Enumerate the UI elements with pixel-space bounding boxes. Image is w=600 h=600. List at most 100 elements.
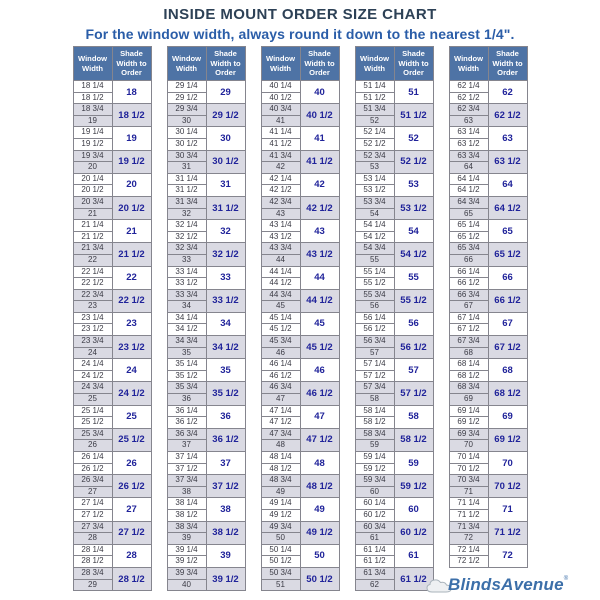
shade-width-cell: 37 1/2 [205,474,246,499]
window-width-cell: 45 1/4 [260,311,301,325]
window-width-cell: 22 1/4 [72,265,113,279]
shade-width-cell: 44 [299,265,340,290]
shade-width-cell: 63 1/2 [487,149,528,174]
window-width-cell: 30 [166,114,207,128]
window-width-cell: 63 1/4 [448,126,489,139]
window-width-cell: 51 1/4 [354,80,395,93]
window-width-cell: 59 1/4 [354,451,395,464]
window-width-cell: 46 1/2 [260,369,301,383]
window-width-cell: 72 [448,532,489,545]
window-width-cell: 66 1/2 [448,277,489,290]
window-width-cell: 43 1/2 [260,230,301,244]
window-width-cell: 33 1/4 [166,265,207,279]
window-width-header: Window Width [448,46,489,81]
window-width-cell: 40 1/2 [260,91,301,105]
shade-width-cell: 49 [299,497,340,522]
window-width-cell: 49 [260,485,301,499]
shade-width-cell: 19 1/2 [111,149,152,174]
window-width-cell: 38 3/4 [166,520,207,534]
shade-width-cell: 61 1/2 [393,566,434,592]
shade-width-cell: 64 1/2 [487,195,528,221]
shade-width-cell: 46 [299,358,340,383]
shade-width-cell: 70 [487,450,528,476]
window-width-cell: 40 1/4 [260,80,301,93]
shade-width-cell: 23 1/2 [111,335,152,360]
shade-width-cell: 48 1/2 [299,474,340,499]
window-width-cell: 71 1/4 [448,497,489,510]
window-width-cell: 36 1/4 [166,404,207,418]
window-width-cell: 48 [260,439,301,452]
shade-width-cell: 47 1/2 [299,427,340,453]
window-width-cell: 64 1/2 [448,184,489,197]
window-width-cell: 63 [448,114,489,128]
cloud-icon [426,578,452,599]
window-width-cell: 19 3/4 [72,149,113,163]
shade-width-cell: 43 1/2 [299,242,340,267]
shade-width-cell: 69 1/2 [487,427,528,453]
window-width-cell: 39 1/2 [166,555,207,568]
window-width-cell: 52 1/2 [354,137,395,151]
shade-width-cell: 28 [111,543,152,568]
window-width-cell: 44 3/4 [260,288,301,302]
shade-width-cell: 26 [111,450,152,476]
window-width-cell: 51 1/2 [354,91,395,105]
shade-width-header: Shade Width to Order [393,46,434,81]
shade-width-cell: 46 1/2 [299,381,340,406]
shade-width-cell: 55 1/2 [393,288,434,313]
window-width-cell: 42 3/4 [260,195,301,209]
window-width-header: Window Width [354,46,395,81]
window-width-cell: 53 3/4 [354,195,395,209]
shade-width-cell: 21 [111,219,152,244]
window-width-cell: 37 [166,439,207,452]
shade-width-cell: 49 1/2 [299,520,340,545]
window-width-cell: 65 1/4 [448,219,489,232]
window-width-cell: 53 1/4 [354,172,395,186]
window-width-cell: 69 [448,393,489,406]
column-group-1: Window Width Shade Width to Order 18 1/4 18… [72,46,152,592]
window-width-cell: 66 [448,253,489,267]
window-width-cell: 35 3/4 [166,381,207,395]
shade-width-cell: 65 [487,219,528,244]
window-width-cell: 70 [448,439,489,452]
window-width-cell: 59 [354,439,395,452]
window-width-cell: 66 1/4 [448,265,489,279]
window-width-cell: 33 3/4 [166,288,207,302]
shade-width-cell: 44 1/2 [299,288,340,313]
window-width-cell: 25 [72,393,113,406]
window-width-cell: 27 [72,485,113,499]
window-width-cell: 60 1/2 [354,508,395,522]
window-width-cell: 70 1/2 [448,462,489,476]
size-chart-page: INSIDE MOUNT ORDER SIZE CHART For the wi… [0,6,600,600]
window-width-cell: 20 [72,161,113,174]
window-width-cell: 19 1/2 [72,137,113,151]
window-width-cell: 31 [166,161,207,174]
window-width-cell: 67 [448,300,489,313]
window-width-cell: 71 [448,485,489,499]
window-width-cell: 21 1/2 [72,230,113,244]
shade-width-cell: 40 [299,79,340,105]
shade-width-cell: 36 [205,404,246,429]
shade-width-cell: 69 [487,404,528,429]
shade-width-cell: 72 [487,543,528,568]
shade-width-cell: 19 [111,126,152,151]
window-width-cell: 32 3/4 [166,242,207,255]
shade-width-cell: 51 1/2 [393,103,434,128]
window-width-cell: 37 1/2 [166,462,207,476]
shade-width-cell: 66 [487,265,528,290]
window-width-cell: 29 1/4 [166,80,207,93]
window-width-cell: 21 [72,207,113,221]
window-width-cell: 69 1/4 [448,404,489,418]
window-width-cell: 28 3/4 [72,566,113,580]
window-width-cell: 49 3/4 [260,520,301,534]
window-width-cell: 68 1/4 [448,358,489,371]
shade-width-cell: 56 1/2 [393,335,434,360]
window-width-cell: 53 1/2 [354,184,395,197]
window-width-cell: 70 3/4 [448,474,489,487]
size-chart-table: Window Width Shade Width to Order 18 1/4 18… [0,46,600,592]
window-width-cell: 66 3/4 [448,288,489,302]
window-width-cell: 63 3/4 [448,149,489,163]
shade-width-cell: 18 [111,79,152,105]
shade-width-cell: 26 1/2 [111,474,152,499]
shade-width-cell: 34 [205,311,246,337]
window-width-cell: 42 1/4 [260,172,301,186]
